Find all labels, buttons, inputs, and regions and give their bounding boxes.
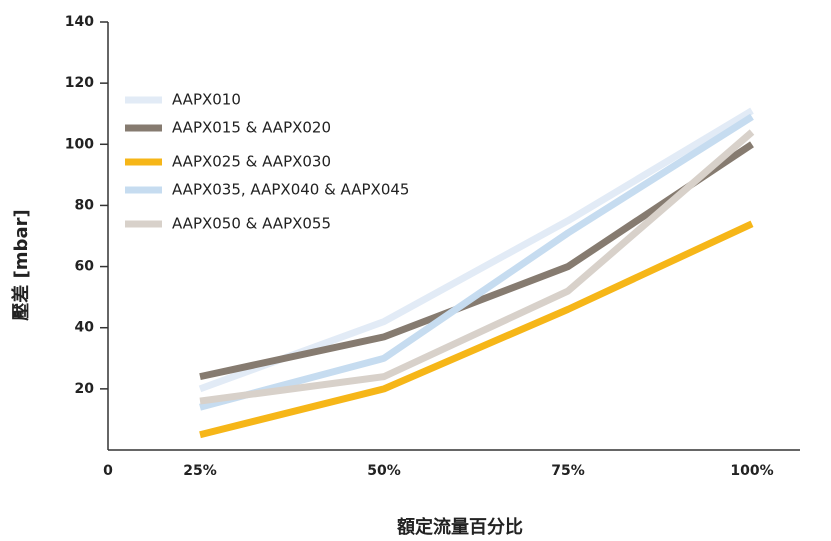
x-axis-title: 額定流量百分比 [396,516,523,538]
y-tick-label: 80 [75,197,95,213]
y-tick-label: 60 [75,259,95,275]
x-tick-label: 50% [367,463,401,479]
x-tick-label: 100% [730,463,773,479]
y-axis-title: 壓差 [mbar] [10,209,32,320]
x-tick-label: 25% [183,463,217,479]
y-tick-label: 40 [75,320,95,336]
series-line [199,113,754,411]
series-line [199,141,754,381]
y-tick-label: 140 [65,14,94,30]
y-tick-label: 0 [103,463,113,479]
legend-label: AAPX015 & AAPX020 [172,119,331,137]
legend-label: AAPX035, AAPX040 & AAPX045 [172,181,409,199]
y-tick-label: 100 [65,136,94,152]
series-line [199,129,755,405]
legend-label: AAPX050 & AAPX055 [172,215,331,233]
series-line [199,220,754,439]
legend-label: AAPX010 [172,91,241,109]
y-tick-label: 20 [75,381,95,397]
legend-label: AAPX025 & AAPX030 [172,153,331,171]
x-tick-label: 75% [551,463,585,479]
y-tick-label: 120 [65,75,94,91]
